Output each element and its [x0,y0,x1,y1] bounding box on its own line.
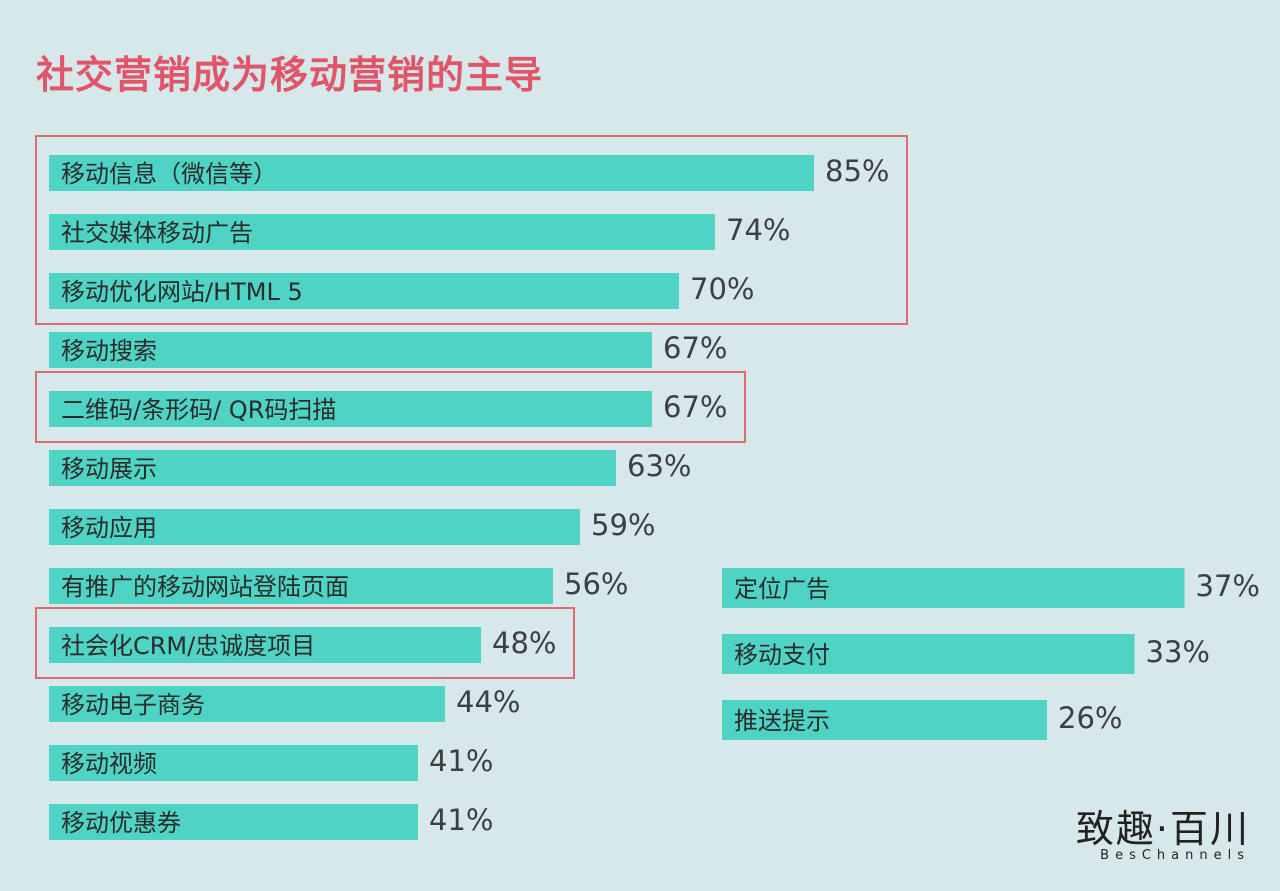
bar [49,450,616,486]
highlight-box [35,135,908,325]
bar [49,391,652,427]
value-label: 67% [663,390,727,424]
bar [49,568,553,604]
bar-label: 移动展示 [61,455,157,483]
highlight-box [35,607,575,679]
bar [49,273,679,309]
bar-label: 移动应用 [61,514,157,542]
bar [49,509,580,545]
bar-label: 移动优化网站/HTML 5 [61,278,303,306]
value-label: 74% [726,213,790,247]
bar [49,627,481,663]
value-label: 26% [1058,701,1122,735]
value-label: 63% [627,449,691,483]
value-label: 59% [591,508,655,542]
value-label: 37% [1196,569,1260,603]
bar-label: 移动搜索 [61,337,157,365]
bar [49,214,715,250]
bar [722,634,1135,674]
bar [49,155,814,191]
bar-label: 有推广的移动网站登陆页面 [61,573,349,601]
value-label: 70% [690,272,754,306]
bar-label: 社会化CRM/忠诚度项目 [61,632,315,660]
bar-label: 二维码/条形码/ QR码扫描 [61,396,336,424]
value-label: 33% [1146,635,1210,669]
value-label: 48% [492,626,556,660]
bar-label: 移动信息（微信等） [61,160,277,188]
value-label: 41% [429,744,493,778]
bar [49,745,418,781]
highlight-box [35,371,746,443]
bar [49,686,445,722]
bar-label: 社交媒体移动广告 [61,219,253,247]
chart-title: 社交营销成为移动营销的主导 [36,53,544,97]
bar-label: 定位广告 [734,575,830,603]
value-label: 85% [825,154,889,188]
value-label: 41% [429,803,493,837]
bar-label: 推送提示 [734,707,830,735]
brand-logo: 致趣·百川 [1075,807,1250,851]
bar [49,332,652,368]
bar [722,568,1185,608]
brand-logo-subtitle: BesChannels [1100,848,1250,863]
bar-label: 移动视频 [61,750,157,778]
value-label: 67% [663,331,727,365]
bar-label: 移动优惠券 [61,809,181,837]
bar-label: 移动支付 [734,641,830,669]
value-label: 44% [456,685,520,719]
bar [49,804,418,840]
value-label: 56% [564,567,628,601]
bar-label: 移动电子商务 [61,691,205,719]
bar [722,700,1047,740]
